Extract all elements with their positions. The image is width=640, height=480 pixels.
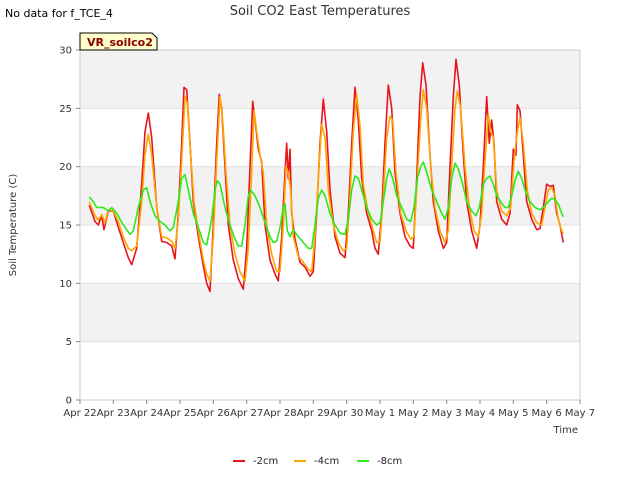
y-tick-label: 15: [59, 221, 72, 232]
x-tick-label: May 1: [365, 408, 395, 419]
series-lines: [88, 58, 565, 293]
plot-band: [80, 283, 580, 342]
y-tick-label: 0: [66, 396, 72, 407]
x-tick-label: May 6: [532, 408, 562, 419]
x-tick-label: May 5: [498, 408, 528, 419]
station-tag-box: [79, 32, 158, 51]
x-axis-ticks: Apr 22 Apr 23 Apr 24 Apr 25 Apr 26 Apr 27 Apr …: [63, 400, 595, 419]
y-tick-label: 30: [59, 46, 72, 57]
x-tick-label: Apr 29: [297, 408, 330, 419]
x-tick-label: May 7: [565, 408, 595, 419]
x-tick-label: Apr 24: [130, 408, 163, 419]
legend-label: -4cm: [314, 456, 339, 467]
x-tick-label: Apr 25: [163, 408, 196, 419]
legend-label: -2cm: [253, 456, 278, 467]
chart-title: Soil CO2 East Temperatures: [230, 4, 411, 19]
x-tick-label: May 2: [398, 408, 428, 419]
plot-band: [80, 50, 580, 109]
y-tick-label: 20: [59, 162, 72, 173]
x-tick-label: Apr 23: [97, 408, 130, 419]
no-data-note: No data for f_TCE_4: [5, 7, 113, 20]
x-tick-label: Apr 26: [197, 408, 230, 419]
y-axis-ticks: 0 5 10 15 20 25 30: [59, 46, 80, 407]
x-tick-label: Apr 22: [63, 408, 96, 419]
y-tick-label: 5: [66, 337, 72, 348]
x-tick-label: Apr 27: [230, 408, 263, 419]
x-tick-label: Apr 28: [263, 408, 296, 419]
x-tick-label: May 3: [432, 408, 462, 419]
x-axis-label: Time: [553, 425, 578, 436]
legend-label: -8cm: [377, 456, 402, 467]
y-tick-label: 25: [59, 104, 72, 115]
y-axis-label: Soil Temperature (C): [8, 174, 19, 277]
y-tick-label: 10: [59, 279, 72, 290]
x-tick-label: Apr 30: [330, 408, 363, 419]
series-line-4cm: [88, 88, 564, 282]
station-tag: VR_soilco2: [79, 32, 158, 51]
station-tag-label: VR_soilco2: [87, 36, 153, 49]
series-line-8cm: [88, 161, 565, 250]
x-tick-label: May 4: [465, 408, 495, 419]
legend: -2cm -4cm -8cm: [233, 456, 402, 467]
